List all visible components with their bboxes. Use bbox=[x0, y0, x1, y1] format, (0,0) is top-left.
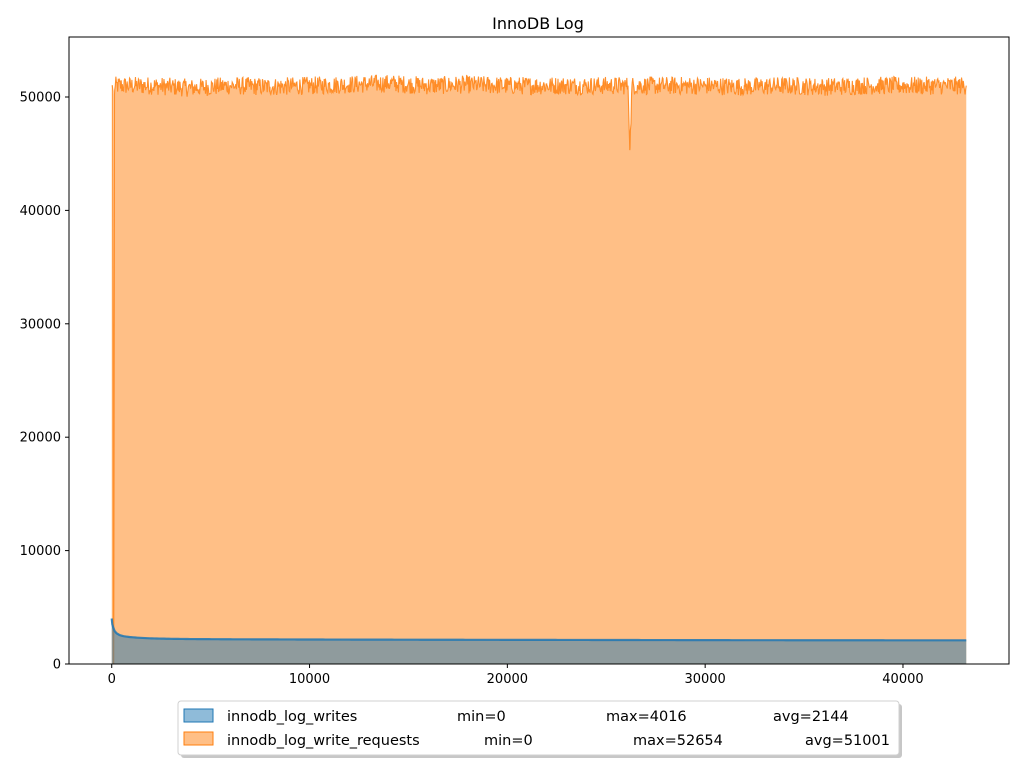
y-tick-label: 20000 bbox=[20, 431, 61, 446]
chart-title: InnoDB Log bbox=[492, 14, 584, 33]
line-innodb-log-write-requests bbox=[111, 74, 967, 665]
series-innodb-log-writes bbox=[110, 618, 967, 664]
series-innodb-log-write-requests bbox=[111, 74, 967, 665]
legend-entry-innodb-log-writes-max: max=4016 bbox=[606, 709, 687, 725]
y-tick-label: 40000 bbox=[20, 204, 61, 219]
legend-entry-innodb-log-write-requests-min: min=0 bbox=[484, 733, 533, 749]
x-tick-label: 40000 bbox=[882, 672, 923, 687]
x-tick-label: 0 bbox=[108, 672, 116, 687]
x-tick-label: 10000 bbox=[289, 672, 330, 687]
legend-swatch-innodb-log-writes bbox=[183, 708, 214, 723]
plot-area bbox=[110, 74, 967, 665]
y-axis: 0 10000 20000 30000 40000 50000 bbox=[20, 90, 69, 673]
legend-entry-innodb-log-writes-name: innodb_log_writes bbox=[227, 709, 357, 725]
area-innodb-log-writes bbox=[111, 618, 967, 664]
x-tick-label: 30000 bbox=[684, 672, 725, 687]
legend-entry-innodb-log-writes-avg: avg=2144 bbox=[773, 709, 849, 725]
legend: innodb_log_writes min=0 max=4016 avg=214… bbox=[177, 700, 902, 758]
y-tick-label: 30000 bbox=[20, 317, 61, 332]
y-tick-label: 10000 bbox=[20, 544, 61, 559]
area-innodb-log-write-requests bbox=[111, 75, 967, 665]
legend-entry-innodb-log-write-requests-max: max=52654 bbox=[633, 733, 723, 749]
legend-entry-innodb-log-write-requests-avg: avg=51001 bbox=[805, 733, 890, 749]
legend-entry-innodb-log-write-requests-name: innodb_log_write_requests bbox=[227, 733, 420, 749]
x-tick-label: 20000 bbox=[487, 672, 528, 687]
line-innodb-log-writes bbox=[110, 618, 967, 642]
y-tick-label: 50000 bbox=[20, 90, 61, 105]
legend-box bbox=[177, 700, 900, 756]
legend-entry-innodb-log-writes-min: min=0 bbox=[457, 709, 506, 725]
x-axis: 0 10000 20000 30000 40000 bbox=[108, 664, 924, 687]
plot-frame bbox=[68, 36, 1010, 665]
y-tick-label: 0 bbox=[53, 658, 61, 673]
legend-swatch-innodb-log-write-requests bbox=[183, 731, 214, 746]
